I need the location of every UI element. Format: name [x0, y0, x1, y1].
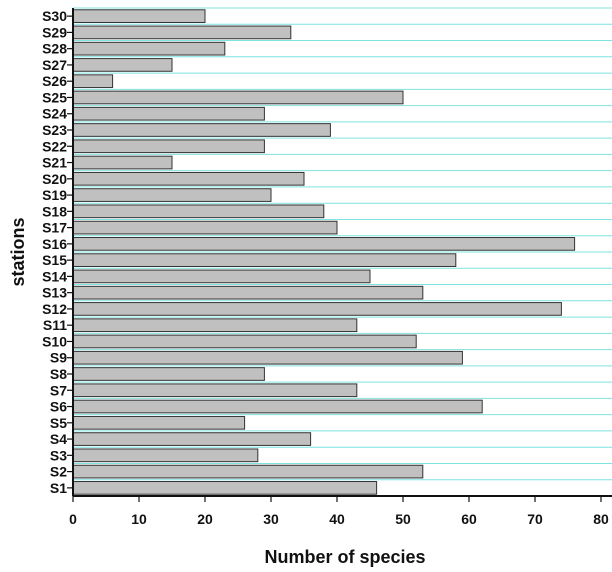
y-tick-label-s22: S22	[42, 138, 67, 154]
bar-s1	[72, 481, 378, 495]
y-tick-label-s28: S28	[42, 41, 67, 57]
bar-s17	[72, 220, 338, 235]
bar-s5	[72, 415, 246, 430]
y-tick-label-s5: S5	[50, 415, 67, 431]
bar-s2	[72, 464, 424, 479]
y-tick-label-s1: S1	[50, 480, 67, 496]
bar-s10	[72, 334, 417, 349]
bar-s25	[72, 90, 404, 105]
x-tick-label-20: 20	[197, 511, 213, 527]
y-tick-label-s14: S14	[42, 268, 67, 284]
bar-s24	[72, 106, 265, 121]
y-tick-label-s10: S10	[42, 333, 67, 349]
y-axis-title: stations	[8, 217, 28, 286]
bar-s13	[72, 285, 424, 300]
y-tick-label-s3: S3	[50, 447, 67, 463]
x-tick-label-50: 50	[395, 511, 411, 527]
y-tick-label-s17: S17	[42, 220, 67, 236]
bar-s26	[72, 74, 114, 89]
y-tick-label-s2: S2	[50, 464, 67, 480]
y-tick-label-s30: S30	[42, 8, 67, 24]
y-tick-label-s23: S23	[42, 122, 67, 138]
bar-s8	[72, 367, 265, 381]
y-tick-label-s12: S12	[42, 301, 67, 317]
bar-s4	[72, 432, 312, 446]
bar-s3	[72, 448, 259, 463]
x-tick-label-40: 40	[329, 511, 345, 527]
bar-s29	[72, 25, 292, 40]
y-tick-label-s9: S9	[50, 350, 67, 366]
grid-lines	[73, 7, 612, 497]
y-tick-label-s7: S7	[50, 382, 67, 398]
y-tick-label-s20: S20	[42, 171, 67, 187]
y-tick-label-s11: S11	[43, 317, 67, 333]
y-tick-label-s24: S24	[42, 106, 67, 122]
bar-s7	[72, 383, 358, 398]
y-tick-label-s8: S8	[50, 366, 67, 382]
bar-s9	[72, 350, 463, 365]
bar-s23	[72, 123, 331, 137]
y-tick-label-s16: S16	[42, 236, 67, 252]
y-tick-label-s21: S21	[42, 155, 67, 171]
x-tick-label-80: 80	[593, 511, 609, 527]
y-tick-label-s15: S15	[42, 252, 67, 268]
bar-s11	[72, 318, 358, 333]
bar-s6	[72, 399, 483, 414]
y-tick-label-s18: S18	[42, 203, 67, 219]
y-tick-label-s19: S19	[42, 187, 67, 203]
bar-s27	[72, 58, 173, 72]
bar-s18	[72, 204, 325, 219]
bar-s12	[72, 302, 562, 316]
y-tick-label-s13: S13	[42, 285, 67, 301]
y-tick-label-s6: S6	[50, 399, 67, 415]
y-tick-label-s27: S27	[42, 57, 67, 73]
x-tick-label-10: 10	[131, 511, 147, 527]
bar-s14	[72, 269, 371, 284]
x-tick-label-70: 70	[527, 511, 543, 527]
y-tick-labels: S1S2S3S4S5S6S7S8S9S10S11S12S13S14S15S16S…	[42, 8, 73, 496]
x-tick-label-60: 60	[461, 511, 477, 527]
bar-s20	[72, 171, 305, 186]
bar-s15	[72, 253, 457, 267]
bar-s22	[72, 139, 265, 154]
y-tick-label-s29: S29	[42, 24, 67, 40]
x-tick-label-30: 30	[263, 511, 279, 527]
y-tick-label-s26: S26	[42, 73, 67, 89]
bar-s16	[72, 237, 576, 251]
bar-s19	[72, 188, 272, 202]
bar-s30	[72, 9, 206, 23]
axes	[72, 8, 612, 497]
bar-s28	[72, 41, 226, 56]
x-tick-label-0: 0	[69, 511, 77, 527]
x-tick-labels: 0 10 20 30 40 50 60 70 80	[69, 496, 609, 527]
y-tick-label-s4: S4	[50, 431, 67, 447]
y-tick-label-s25: S25	[42, 89, 67, 105]
x-axis-title: Number of species	[264, 547, 425, 567]
bars	[72, 9, 576, 495]
bar-s21	[72, 155, 173, 170]
